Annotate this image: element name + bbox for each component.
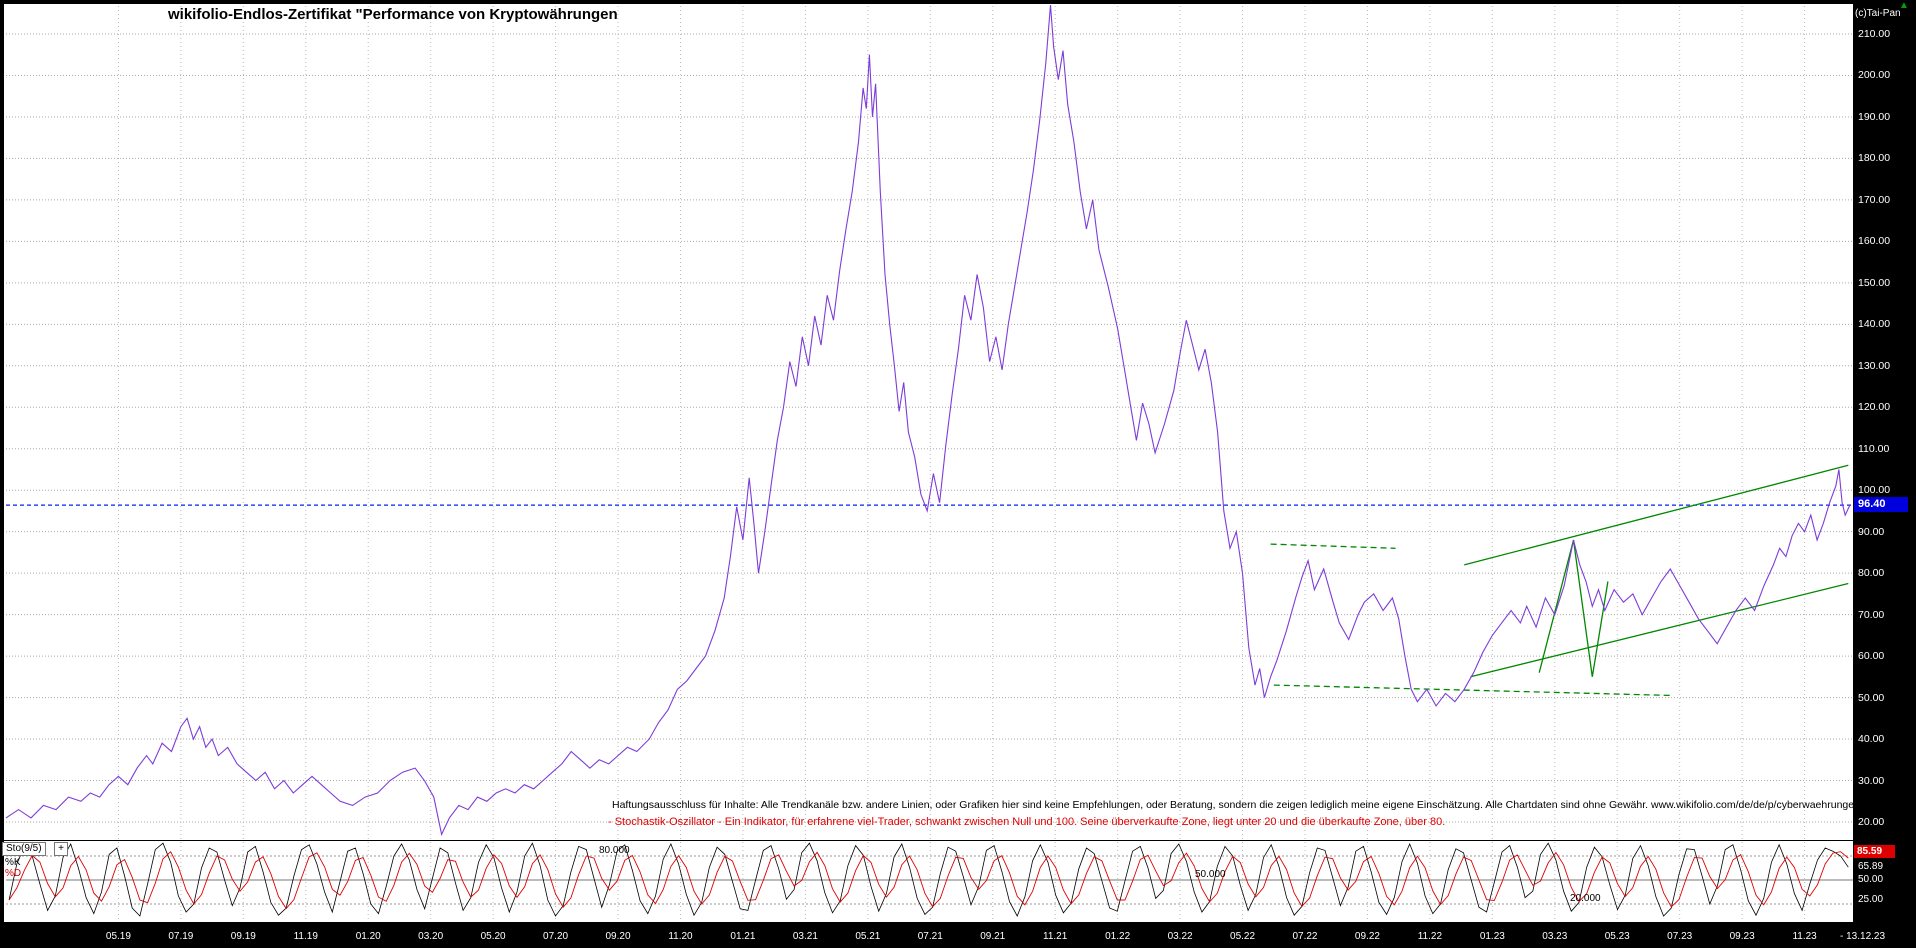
stochastic-description-text: - Stochastik-Oszillator - Ein Indikator,… [608,816,1446,828]
oscillator-level-80-label: 80.000 [599,845,630,856]
last-price-marker: 96.40 [1854,497,1908,512]
oscillator-level-50-label: 50.000 [1195,869,1226,880]
stochastic-d-marker: 85.59 [1854,845,1895,858]
price-axis-label: 20.00 [1858,816,1885,828]
price-axis-label: 130.00 [1858,359,1891,372]
date-axis-label: 09.23 [1729,931,1755,942]
price-axis-label: 140.00 [1858,318,1891,331]
oscillator-level-20-label: 20.000 [1570,893,1601,904]
stochastic-d-value: 85.59 [1857,846,1883,857]
date-axis-label: 07.22 [1292,931,1318,942]
oscillator-plot-area[interactable] [4,841,1853,922]
date-axis-label: 01.21 [730,931,756,942]
indicator-button[interactable]: Sto(9/5) [2,842,46,856]
price-axis-label: 100.00 [1858,484,1891,497]
date-axis-label: 11.20 [668,931,693,942]
price-line [5,4,1851,837]
date-axis-label: 07.19 [168,931,194,942]
date-axis-label: 03.22 [1167,931,1193,942]
trend-annotation-line [1464,464,1849,566]
date-axis-label: 05.19 [105,931,131,942]
date-axis-label: 07.23 [1667,931,1693,942]
date-axis-label: 01.20 [355,931,381,942]
trend-annotation-line [1270,543,1396,549]
date-axis-label: 07.21 [917,931,943,942]
price-axis-label: 210.00 [1858,28,1891,40]
date-axis-label: 11.21 [1043,931,1068,942]
price-axis-label: 180.00 [1858,152,1891,165]
price-axis-label: 110.00 [1858,442,1890,455]
date-axis-label: 01.22 [1105,931,1131,942]
last-price-value: 96.40 [1858,498,1886,510]
price-axis-label: 40.00 [1858,733,1885,746]
trend-annotation-line [1470,582,1849,678]
stochastic-k-line [8,842,1849,917]
price-axis-label: 190.00 [1858,110,1891,123]
price-axis-label: 200.00 [1858,69,1891,82]
disclaimer-text: Haftungsausschluss für Inhalte: Alle Tre… [612,799,1860,811]
date-axis-label: 05.20 [480,931,506,942]
trend-up-arrow-icon: ▲ [1899,0,1909,11]
date-axis-label: 07.20 [543,931,569,942]
date-axis-label: 03.23 [1542,931,1568,942]
date-axis-label: 09.21 [980,931,1006,942]
date-axis-label: 03.20 [418,931,444,942]
price-axis-label: 120.00 [1858,401,1891,414]
price-axis-label: 30.00 [1858,774,1885,787]
chart-title: wikifolio-Endlos-Zertifikat "Performance… [168,6,618,23]
oscillator-scale-50: 50.00 [1858,874,1884,885]
date-axis-label: 09.20 [605,931,631,942]
date-axis-label: 05.23 [1604,931,1630,942]
add-indicator-button[interactable]: + [54,842,68,856]
price-axis-label: 90.00 [1858,525,1885,538]
date-axis-label: 11.22 [1417,931,1443,942]
price-axis-label: 80.00 [1858,567,1885,580]
date-axis-label: 11.19 [293,931,318,942]
date-axis-label: 01.23 [1479,931,1505,942]
price-axis-label: 50.00 [1858,691,1885,704]
price-axis-label: 170.00 [1858,193,1891,206]
price-axis-label: 60.00 [1858,650,1885,663]
price-axis-label: 160.00 [1858,235,1891,248]
price-axis-label: 150.00 [1858,276,1891,289]
stochastic-d-label: %D [5,868,22,879]
price-axis-label: 70.00 [1858,608,1885,621]
date-axis-label: 11.23 [1792,931,1817,942]
last-date-label: - 13.12.23 [1840,931,1886,942]
date-axis-label: 05.22 [1230,931,1256,942]
oscillator-scale-25: 25.00 [1858,894,1884,905]
price-plot-area[interactable] [4,4,1853,840]
date-axis-label: 09.19 [230,931,256,942]
stochastic-k-value: 65.89 [1858,861,1884,872]
date-axis-label: 03.21 [792,931,818,942]
taipan-copyright: (c)Tai-Pan [1855,8,1901,19]
date-axis-label: 05.21 [855,931,881,942]
stochastic-k-label: %K [5,857,21,868]
trend-annotation-line [1538,539,1609,677]
date-axis-label: 09.22 [1354,931,1380,942]
stochastic-d-line [8,850,1849,910]
trend-annotation-line [1273,684,1674,697]
